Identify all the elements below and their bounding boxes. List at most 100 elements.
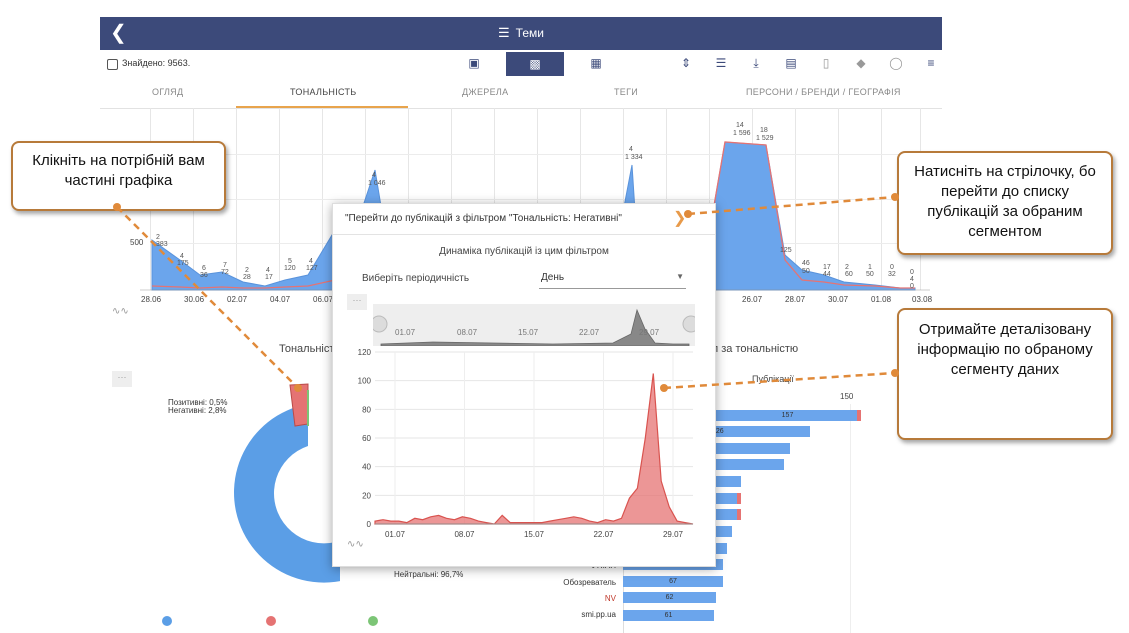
mini-navigator-icon[interactable]: ∿∿ xyxy=(347,539,364,550)
x-tick-label: 29.07 xyxy=(663,530,684,539)
caret-down-icon: ▼ xyxy=(676,272,684,281)
y-tick-label: 0 xyxy=(367,520,372,529)
x-tick: 02.07 xyxy=(227,295,248,304)
value-label: 50 xyxy=(802,268,810,275)
value-label: 0 xyxy=(890,264,894,271)
x-tick: 30.06 xyxy=(184,295,205,304)
value-label: 0 xyxy=(910,283,914,290)
bar[interactable] xyxy=(714,459,784,470)
list-icon[interactable]: ☰ xyxy=(715,56,727,70)
value-label: 4 xyxy=(910,276,914,283)
source-label: Обозреватель xyxy=(563,578,616,587)
tonality-title: Тональніст xyxy=(279,343,335,355)
chevron-right-icon[interactable]: ❯ xyxy=(673,210,687,227)
callout-click-chart: Клікніть на потрібній вам частині графік… xyxy=(11,141,226,211)
legend-dot-positive xyxy=(368,616,378,626)
delete-icon[interactable]: ▯ xyxy=(822,56,830,70)
select-all-checkbox[interactable] xyxy=(107,59,118,70)
y-tick-label: 80 xyxy=(362,405,371,414)
go-to-publications-link[interactable]: "Перейти до публікацій з фільтром "Тонал… xyxy=(345,213,622,224)
bar[interactable]: 157 xyxy=(714,410,861,421)
toolbar: Знайдено: 9563. ▣ ▩ ▦ ⇕ ☰ ⤓ ▤ ▯ ◆ ◯ ≡ xyxy=(100,50,942,78)
bar[interactable]: 67 xyxy=(623,576,723,587)
peak-label: 1 529 xyxy=(756,135,774,142)
y-tick-label: 60 xyxy=(362,434,371,443)
bar[interactable] xyxy=(714,476,741,487)
peak-label: 1 596 xyxy=(733,130,751,137)
source-label: smi.pp.ua xyxy=(581,610,616,619)
tag-icon[interactable]: ◆ xyxy=(856,56,866,70)
tab-tonality[interactable]: ТОНАЛЬНІСТЬ xyxy=(290,87,357,97)
value-label: 2 xyxy=(845,264,849,271)
y-tick-label: 40 xyxy=(362,463,371,472)
value-label: 44 xyxy=(823,271,831,278)
x-tick: 01.08 xyxy=(871,295,892,304)
peak-label: 1 046 xyxy=(368,180,386,187)
bar[interactable] xyxy=(714,543,727,554)
value-label: 383 xyxy=(156,241,168,248)
found-count: Знайдено: 9563. xyxy=(122,58,191,68)
x-tick-label: 01.07 xyxy=(385,530,406,539)
document-icon[interactable]: ▣ xyxy=(468,56,480,70)
bar[interactable] xyxy=(714,509,741,520)
tab-bar: ОГЛЯД ТОНАЛЬНІСТЬ ДЖЕРЕЛА ТЕГИ ПЕРСОНИ /… xyxy=(100,80,942,109)
range-navigator[interactable] xyxy=(373,304,695,346)
download-icon[interactable]: ⤓ xyxy=(753,56,759,70)
bar[interactable] xyxy=(714,493,741,504)
app-header: ❮ ☰ Теми xyxy=(100,17,942,50)
value-label: 17 xyxy=(823,264,831,271)
x-tick: 06.07 xyxy=(313,295,334,304)
image-icon[interactable]: ▦ xyxy=(590,56,602,70)
list-icon: ☰ xyxy=(498,25,510,40)
tab-sources[interactable]: ДЖЕРЕЛА xyxy=(462,87,509,97)
tab-overview[interactable]: ОГЛЯД xyxy=(152,87,184,97)
popup-area-chart[interactable]: 0 20 40 60 80 100 120 01.07 08.07 15.07 22.07 29.07 xyxy=(333,344,715,544)
x-tick: 30.07 xyxy=(828,295,849,304)
bar[interactable]: 61 xyxy=(623,610,714,621)
value-label: 17 xyxy=(265,274,273,281)
bars-axis-title: Публікації xyxy=(752,374,794,384)
negative-label: Негативні: 2,8% xyxy=(168,406,227,415)
value-label: 46 xyxy=(802,260,810,267)
peak-label: 1 334 xyxy=(625,154,643,161)
value-label: 5 xyxy=(288,258,292,265)
popup-subtitle: Динаміка публікацій із цим фільтром xyxy=(439,246,609,257)
x-tick: 04.07 xyxy=(270,295,291,304)
peak-label: 4 xyxy=(372,172,376,179)
tonality-donut[interactable] xyxy=(200,380,340,590)
peak-label: 4 xyxy=(629,146,633,153)
tab-persons-brands-geo[interactable]: ПЕРСОНИ / БРЕНДИ / ГЕОГРАФІЯ xyxy=(746,87,901,97)
value-label: 125 xyxy=(780,247,792,254)
value-label: 32 xyxy=(888,271,896,278)
positive-label: Позитивні: 0,5% xyxy=(168,398,228,407)
value-label: 175 xyxy=(177,260,189,267)
value-label: 72 xyxy=(221,269,229,276)
bar[interactable]: 126 xyxy=(712,426,810,437)
mini-navigator-icon[interactable]: ∿∿ xyxy=(112,306,129,317)
back-chevron-icon[interactable]: ❮ xyxy=(110,22,127,44)
peak-label: 14 xyxy=(736,122,744,129)
bar-chart-icon[interactable]: ▩ xyxy=(506,52,564,76)
bar[interactable]: 62 xyxy=(623,592,716,603)
value-label: 120 xyxy=(284,265,296,272)
bar[interactable] xyxy=(714,526,732,537)
period-select[interactable]: День ▼ xyxy=(539,272,686,289)
sources-title: ел за тональністю xyxy=(706,343,799,355)
popup-more-icon[interactable]: ··· xyxy=(347,294,367,310)
page-title: ☰ Теми xyxy=(498,25,544,40)
save-icon[interactable]: ▤ xyxy=(785,56,797,70)
chat-icon[interactable]: ◯ xyxy=(889,56,903,70)
legend-dot-neutral xyxy=(162,616,172,626)
nav-date: 15.07 xyxy=(518,328,539,337)
tab-tags[interactable]: ТЕГИ xyxy=(614,87,639,97)
more-options-icon[interactable]: ··· xyxy=(112,371,132,387)
bar[interactable] xyxy=(714,443,790,454)
value-label: 127 xyxy=(306,265,318,272)
y-tick-label: 100 xyxy=(358,377,372,386)
nav-date: 29.07 xyxy=(639,328,660,337)
sort-icon[interactable]: ⇕ xyxy=(680,56,692,70)
value-label: 2 xyxy=(156,234,160,241)
value-label: 36 xyxy=(200,272,208,279)
filter-icon[interactable]: ≡ xyxy=(927,56,935,70)
value-label: 4 xyxy=(180,253,184,260)
